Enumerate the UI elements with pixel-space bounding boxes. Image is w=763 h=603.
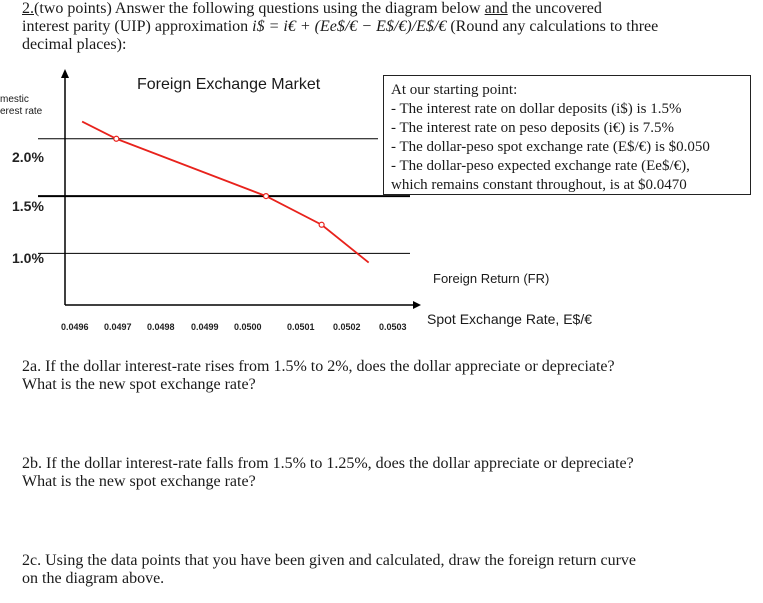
question-header: 2.(two points) Answer the following ques… (22, 0, 659, 53)
chart-title: Foreign Exchange Market (137, 76, 321, 93)
info-line: At our starting point: (391, 82, 518, 98)
x-tick-label: 0.0496 (61, 322, 89, 332)
data-point (318, 221, 325, 228)
data-point (113, 135, 120, 142)
data-point (262, 192, 270, 200)
x-axis-label: Spot Exchange Rate, E$/€ (427, 311, 592, 327)
question-2b: 2b. If the dollar interest-rate falls fr… (22, 455, 634, 490)
y-tick-1-0: 1.0% (12, 250, 44, 266)
x-tick-label: 0.0497 (104, 322, 132, 332)
x-tick-label: 0.0500 (234, 322, 262, 332)
x-tick-label: 0.0501 (287, 322, 315, 332)
info-line: - The interest rate on dollar deposits (… (391, 101, 682, 117)
x-tick-label: 0.0502 (333, 322, 361, 332)
info-line: which remains constant throughout, is at… (391, 177, 687, 193)
question-number: 2. (22, 0, 34, 17)
foreign-return-curve (81, 120, 370, 264)
x-tick-label: 0.0498 (147, 322, 175, 332)
foreign-return-label: Foreign Return (FR) (433, 271, 550, 286)
y-tick-1-5: 1.5% (12, 198, 44, 214)
info-line: - The interest rate on peso deposits (i€… (391, 120, 674, 136)
x-axis-arrow (413, 301, 421, 309)
forex-chart (38, 69, 421, 309)
y-axis-arrow (61, 69, 69, 78)
x-tick-label: 0.0499 (191, 322, 219, 332)
info-line: - The dollar-peso expected exchange rate… (391, 158, 690, 174)
x-tick-label: 0.0503 (379, 322, 407, 332)
starting-point-box: At our starting point: - The interest ra… (383, 75, 751, 195)
uip-formula: i$ = i€ + (Ee$/€ − E$/€)/E$/€ (252, 18, 447, 35)
question-2a: 2a. If the dollar interest-rate rises fr… (22, 358, 615, 393)
y-axis-label: mestic erest rate (0, 94, 43, 117)
y-tick-2-0: 2.0% (12, 149, 44, 165)
info-line: - The dollar-peso spot exchange rate (E$… (391, 139, 710, 155)
question-2c: 2c. Using the data points that you have … (22, 552, 636, 587)
